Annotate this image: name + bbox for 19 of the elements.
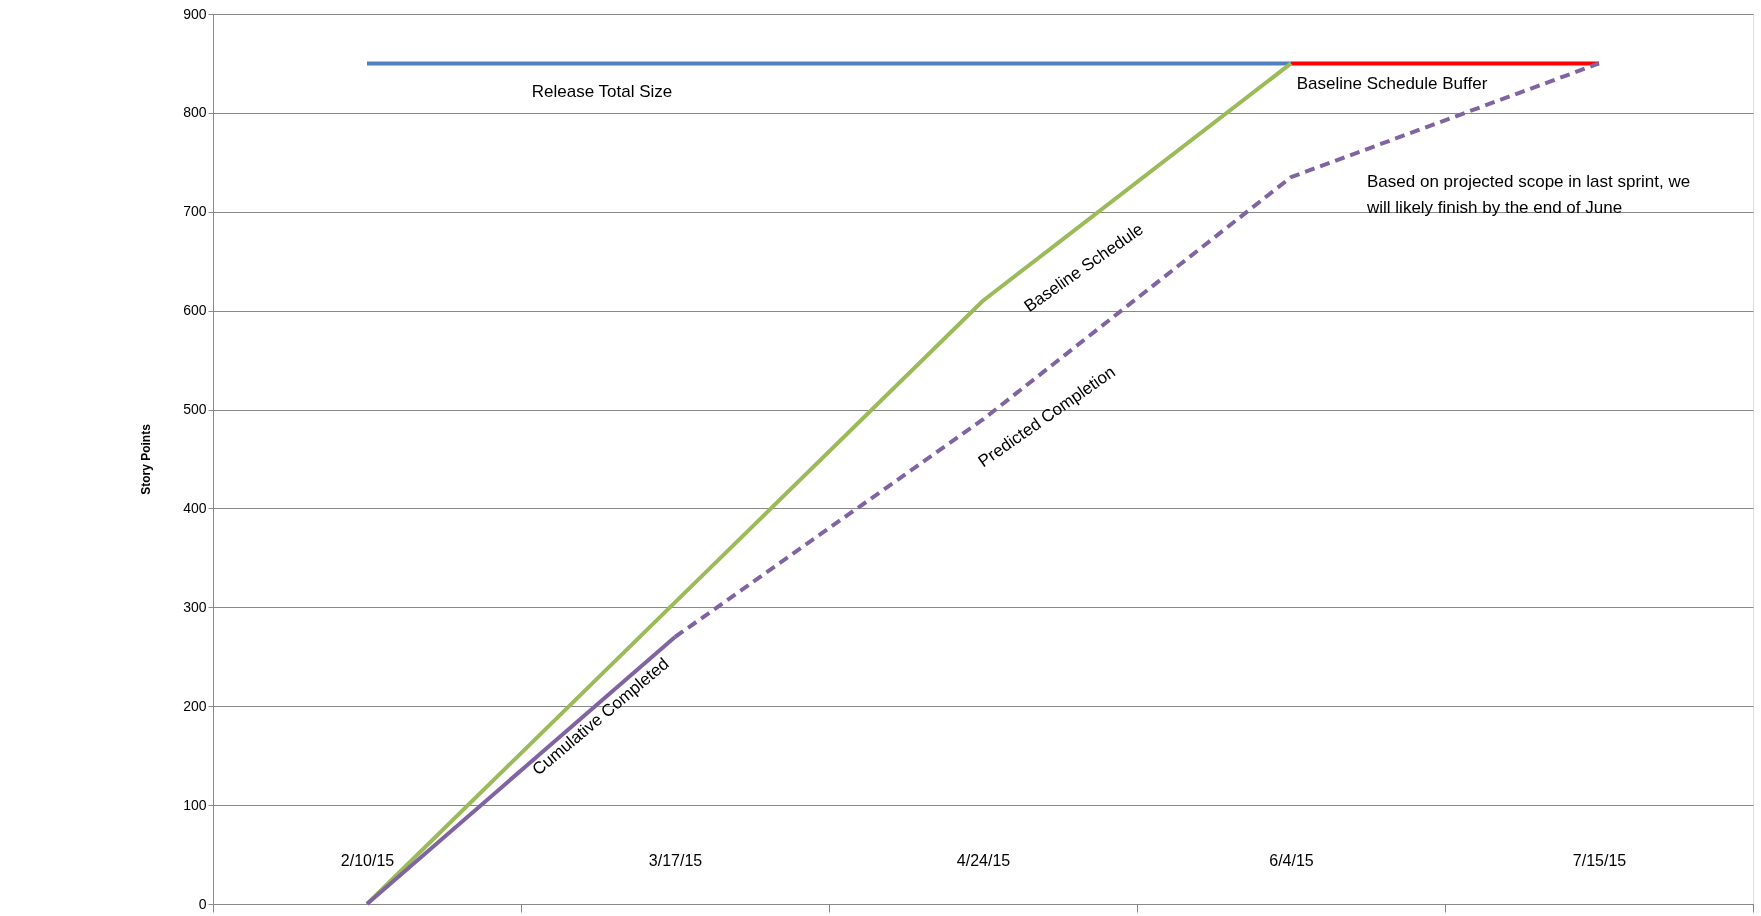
x-tick-label: 7/15/15 <box>1572 851 1627 869</box>
y-tick-label: 0 <box>198 895 207 912</box>
y-tick-label: 500 <box>183 401 207 418</box>
annotation: Based on projected scope in last sprint, we will likely finish by the end of June <box>1366 172 1691 217</box>
y-tick-label: 100 <box>183 796 207 813</box>
x-tick-label: 3/17/15 <box>648 851 703 869</box>
y-tick-label: 300 <box>183 598 207 615</box>
y-tick-label: 700 <box>183 203 207 220</box>
series-label: Baseline Schedule Buffer <box>1296 74 1488 93</box>
y-tick-label: 900 <box>183 5 207 22</box>
y-axis-title: Story Points <box>139 423 154 495</box>
x-tick-label: 6/4/15 <box>1269 851 1314 869</box>
y-tick-label: 800 <box>183 104 207 121</box>
series-label: Release Total Size <box>531 82 673 101</box>
x-tick-label: 2/10/15 <box>340 851 395 869</box>
y-tick-label: 400 <box>183 499 207 516</box>
x-tick-label: 4/24/15 <box>956 851 1011 869</box>
y-tick-label: 200 <box>183 697 207 714</box>
y-tick-label: 600 <box>183 302 207 319</box>
